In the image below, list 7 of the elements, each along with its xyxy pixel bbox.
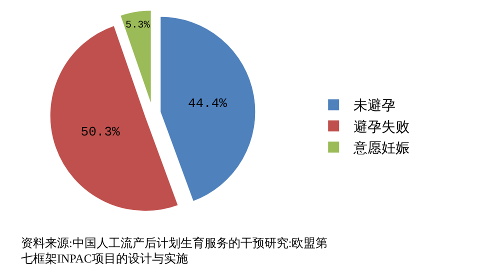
legend-label: 意愿妊娠 [352, 140, 410, 156]
legend-label: 避孕失败 [354, 118, 410, 134]
data-label: 44.4% [188, 96, 228, 111]
data-label: 5.3% [126, 20, 151, 32]
data-label: 50.3% [80, 124, 120, 140]
text: 资料来源:中国人工流产后计划生育服务的干预研究:欧盟第七框架INPAC项目的设计与实施 [21, 236, 328, 266]
legend-label: 未避孕 [354, 97, 396, 114]
